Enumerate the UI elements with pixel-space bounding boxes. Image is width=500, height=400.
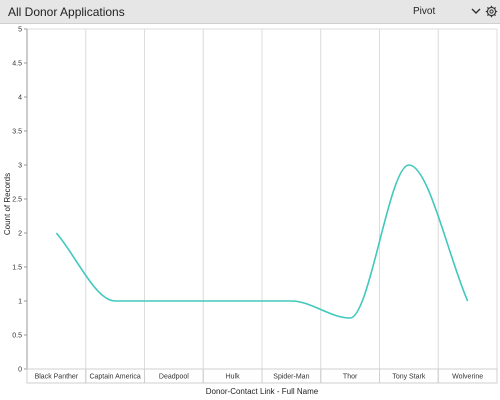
data-point xyxy=(407,164,410,167)
y-tick-label: 3.5 xyxy=(12,129,22,136)
data-point xyxy=(231,300,234,303)
x-tick-label: Black Panther xyxy=(35,374,79,381)
y-tick-label: 0 xyxy=(18,367,22,374)
grid xyxy=(26,28,498,369)
y-tick-label: 4.5 xyxy=(12,61,22,68)
y-axis-title: Count of Records xyxy=(3,173,12,235)
series-line xyxy=(55,164,469,319)
data-point xyxy=(55,232,58,235)
line-chart: 0 0.5 1 1.5 2 2.5 3 3.5 4 4.5 5 Black Panther Captai… xyxy=(3,27,498,397)
labels: 0 0.5 1 1.5 2 2.5 3 3.5 4 4.5 5 Black Panther Captai… xyxy=(3,27,483,397)
data-point xyxy=(114,300,117,303)
y-tick-label: 3 xyxy=(18,163,22,170)
series xyxy=(55,164,469,320)
chart-header: All Donor Applications Pivot xyxy=(0,0,500,24)
gear-icon[interactable] xyxy=(485,5,498,18)
y-tick-label: 2 xyxy=(18,231,22,238)
x-tick-label: Deadpool xyxy=(159,374,189,381)
y-tick-label: 2.5 xyxy=(12,197,22,204)
data-point xyxy=(172,300,175,303)
data-point xyxy=(466,300,469,303)
x-tick-label: Wolverine xyxy=(452,374,483,381)
x-tick-label: Tony Stark xyxy=(392,374,426,381)
chart-title: All Donor Applications xyxy=(8,5,125,19)
x-category-cell xyxy=(437,368,498,384)
x-tick-label: Captain America xyxy=(89,374,140,381)
data-point xyxy=(349,317,352,320)
x-tick-label: Spider-Man xyxy=(273,374,309,381)
view-selector-label[interactable]: Pivot xyxy=(413,6,436,17)
chevron-down-icon[interactable] xyxy=(470,4,482,18)
x-tick-label: Hulk xyxy=(226,374,241,381)
y-tick-label: 4 xyxy=(18,95,22,102)
x-tick-label: Thor xyxy=(343,374,358,381)
y-tick-label: 1 xyxy=(18,299,22,306)
x-axis-title: Donor-Contact Link - Full Name xyxy=(206,387,319,396)
y-tick-label: 1.5 xyxy=(12,265,22,272)
data-point xyxy=(290,300,293,303)
y-tick-label: 5 xyxy=(18,27,22,34)
y-tick-label: 0.5 xyxy=(12,333,22,340)
axes xyxy=(24,28,498,384)
